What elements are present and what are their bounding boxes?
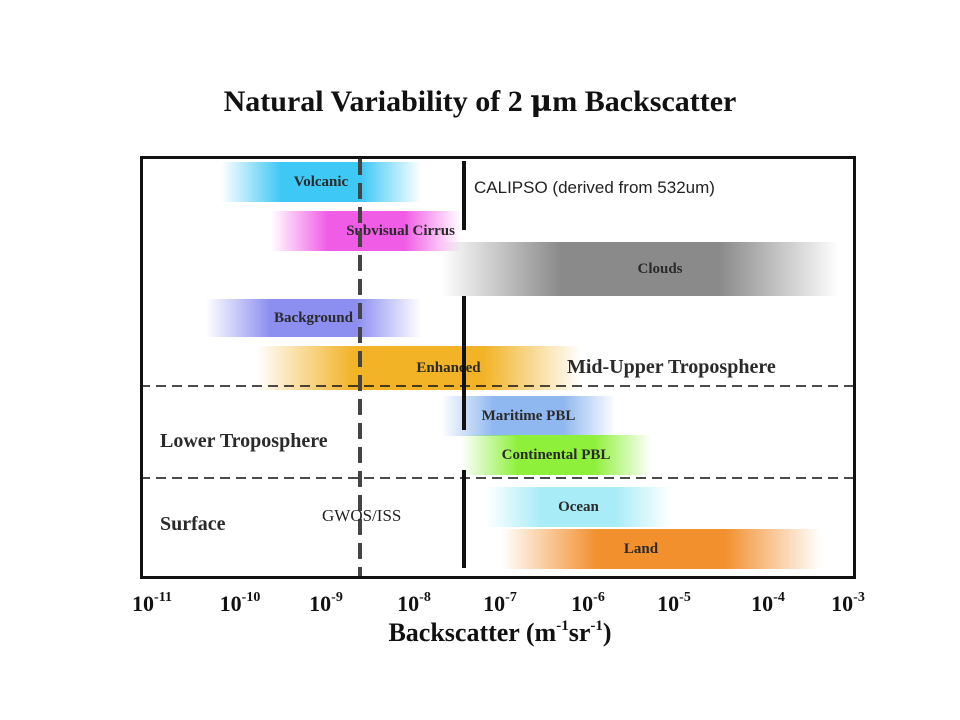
x-tick: 10-3 [831,590,865,617]
x-tick-exp: -7 [505,590,517,605]
chart-title-prefix: Natural Variability of 2 [223,85,531,118]
x-tick: 10-7 [483,590,517,617]
x-tick-base: 10 [309,591,332,616]
region-lower-troposphere: Lower Troposphere [160,430,328,452]
x-tick-base: 10 [751,591,774,616]
chart-title: Natural Variability of 2 μm Backscatter [0,84,960,119]
x-tick-exp: -6 [593,590,605,605]
band-ocean-label: Ocean [558,498,599,515]
band-volcanic: Volcanic [221,162,421,202]
band-maritime-pbl-label: Maritime PBL [481,407,576,424]
x-tick: 10-6 [571,590,605,617]
band-subvisual-cirrus: Subvisual Cirrus [271,211,461,251]
x-tick: 10-10 [220,590,261,617]
x-tick-base: 10 [571,591,594,616]
x-tick: 10-9 [309,590,343,617]
x-axis-title-prefix: Backscatter (m [388,618,557,647]
band-ocean: Ocean [486,487,671,527]
x-tick-base: 10 [831,591,854,616]
band-maritime-pbl: Maritime PBL [441,396,616,436]
x-tick: 10-4 [751,590,785,617]
chart-title-mu: μ [530,84,553,119]
x-tick-base: 10 [483,591,506,616]
x-tick-exp: -8 [419,590,431,605]
chart-title-suffix: m Backscatter [552,85,737,118]
x-tick-base: 10 [219,591,242,616]
band-clouds-label: Clouds [637,260,683,277]
x-tick-exp: -11 [154,590,172,605]
gwos-label: GWOS/ISS [322,506,402,525]
x-tick-base: 10 [657,591,680,616]
band-continental-pbl: Continental PBL [461,435,651,475]
region-surface: Surface [160,513,226,535]
x-tick-exp: -9 [331,590,343,605]
band-enhanced: Enhanced [256,346,581,390]
x-tick: 10-8 [397,590,431,617]
band-background-label: Background [274,309,353,326]
x-axis-title-mid: sr [568,618,591,647]
x-tick-exp: -10 [241,590,261,605]
band-continental-pbl-label: Continental PBL [501,446,611,463]
plot-area: Volcanic Subvisual Cirrus Clouds Backgro… [140,156,856,579]
x-axis-title-exp1: -1 [556,618,569,634]
x-tick-exp: -5 [679,590,691,605]
band-land-label: Land [623,540,659,557]
calipso-label: CALIPSO (derived from 532um) [474,178,715,197]
band-clouds: Clouds [441,242,839,296]
x-axis-title: Backscatter (m-1sr-1) [0,618,960,648]
x-tick-base: 10 [132,591,155,616]
band-volcanic-label: Volcanic [293,173,349,190]
x-tick: 10-5 [657,590,691,617]
x-tick-base: 10 [397,591,420,616]
x-axis-title-exp2: -1 [590,618,603,634]
band-subvisual-cirrus-label: Subvisual Cirrus [346,222,455,239]
x-tick-exp: -4 [773,590,785,605]
x-axis-title-suffix: ) [602,618,612,647]
band-land: Land [501,529,821,569]
x-tick: 10-11 [132,590,172,617]
band-background: Background [206,299,421,337]
region-mid-upper-troposphere: Mid-Upper Troposphere [567,356,776,378]
x-tick-exp: -3 [853,590,865,605]
